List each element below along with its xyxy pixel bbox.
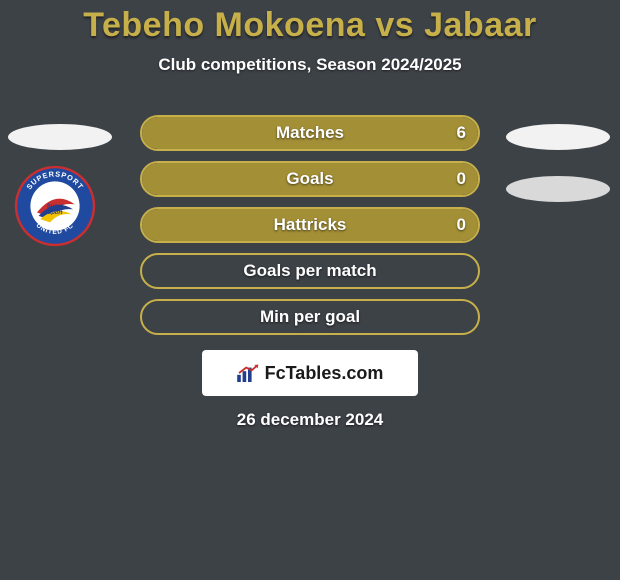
stat-row: Hattricks0 — [140, 207, 480, 243]
stat-row: Min per goal — [140, 299, 480, 335]
date-text: 26 december 2024 — [0, 410, 620, 430]
stat-row-value: 0 — [457, 163, 466, 195]
player-b-badge-top — [506, 124, 610, 150]
stat-row: Goals per match — [140, 253, 480, 289]
svg-text:Super: Super — [47, 204, 64, 210]
stat-row-label: Goals — [142, 163, 478, 195]
stat-row-value: 6 — [457, 117, 466, 149]
player-a-badge — [8, 124, 112, 150]
stat-row-label: Hattricks — [142, 209, 478, 241]
brand-text: FcTables.com — [265, 363, 384, 384]
stat-row-label: Goals per match — [142, 255, 478, 287]
brand-icon — [237, 364, 259, 382]
stat-row-value: 0 — [457, 209, 466, 241]
stat-row-label: Matches — [142, 117, 478, 149]
subtitle: Club competitions, Season 2024/2025 — [0, 55, 620, 75]
page-title: Tebeho Mokoena vs Jabaar — [0, 0, 620, 45]
player-b-badge-bottom — [506, 176, 610, 202]
stat-row: Goals0 — [140, 161, 480, 197]
svg-text:Sport: Sport — [48, 210, 64, 216]
content-root: Tebeho Mokoena vs Jabaar Club competitio… — [0, 0, 620, 580]
stat-row: Matches6 — [140, 115, 480, 151]
stat-rows: Matches6Goals0Hattricks0Goals per matchM… — [140, 115, 480, 345]
brand-badge: FcTables.com — [202, 350, 418, 396]
club-logo: SUPERSPORT UNITED FC Super Sport — [14, 165, 96, 247]
stat-row-label: Min per goal — [142, 301, 478, 333]
